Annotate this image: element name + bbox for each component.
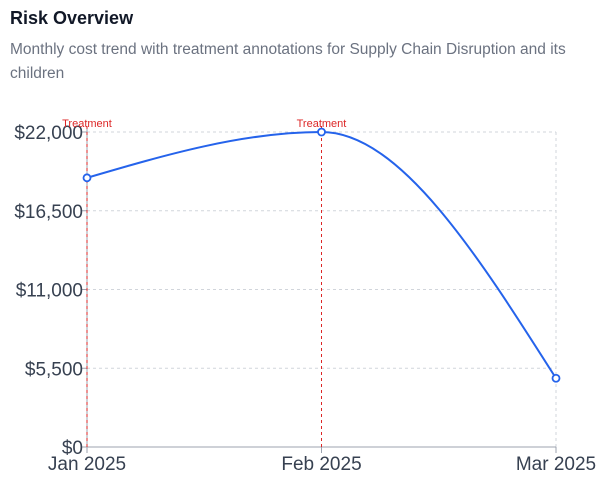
y-tick-label: $0: [62, 438, 83, 459]
y-tick-label: $22,000: [14, 123, 83, 144]
chart-title: Risk Overview: [10, 8, 134, 28]
treatment-annotation-label: Treatment: [62, 118, 112, 130]
y-tick-label: $16,500: [14, 202, 83, 223]
y-tick-label: $5,500: [25, 359, 83, 380]
data-point: [82, 173, 92, 183]
data-point: [317, 127, 326, 137]
x-tick-label: Feb 2025: [281, 454, 361, 475]
data-point: [551, 373, 561, 383]
x-tick-label: Mar 2025: [516, 454, 596, 475]
chart-subtitle: Monthly cost trend with treatment annota…: [10, 41, 566, 82]
series-line: [86, 130, 557, 379]
treatment-annotation-label: Treatment: [297, 118, 347, 130]
y-tick-label: $11,000: [16, 281, 83, 302]
x-tick-label: Jan 2025: [48, 454, 126, 475]
